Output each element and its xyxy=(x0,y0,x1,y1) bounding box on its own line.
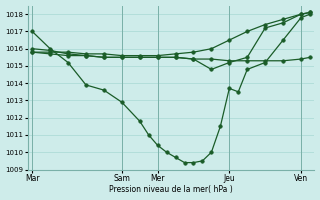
X-axis label: Pression niveau de la mer( hPa ): Pression niveau de la mer( hPa ) xyxy=(109,185,233,194)
